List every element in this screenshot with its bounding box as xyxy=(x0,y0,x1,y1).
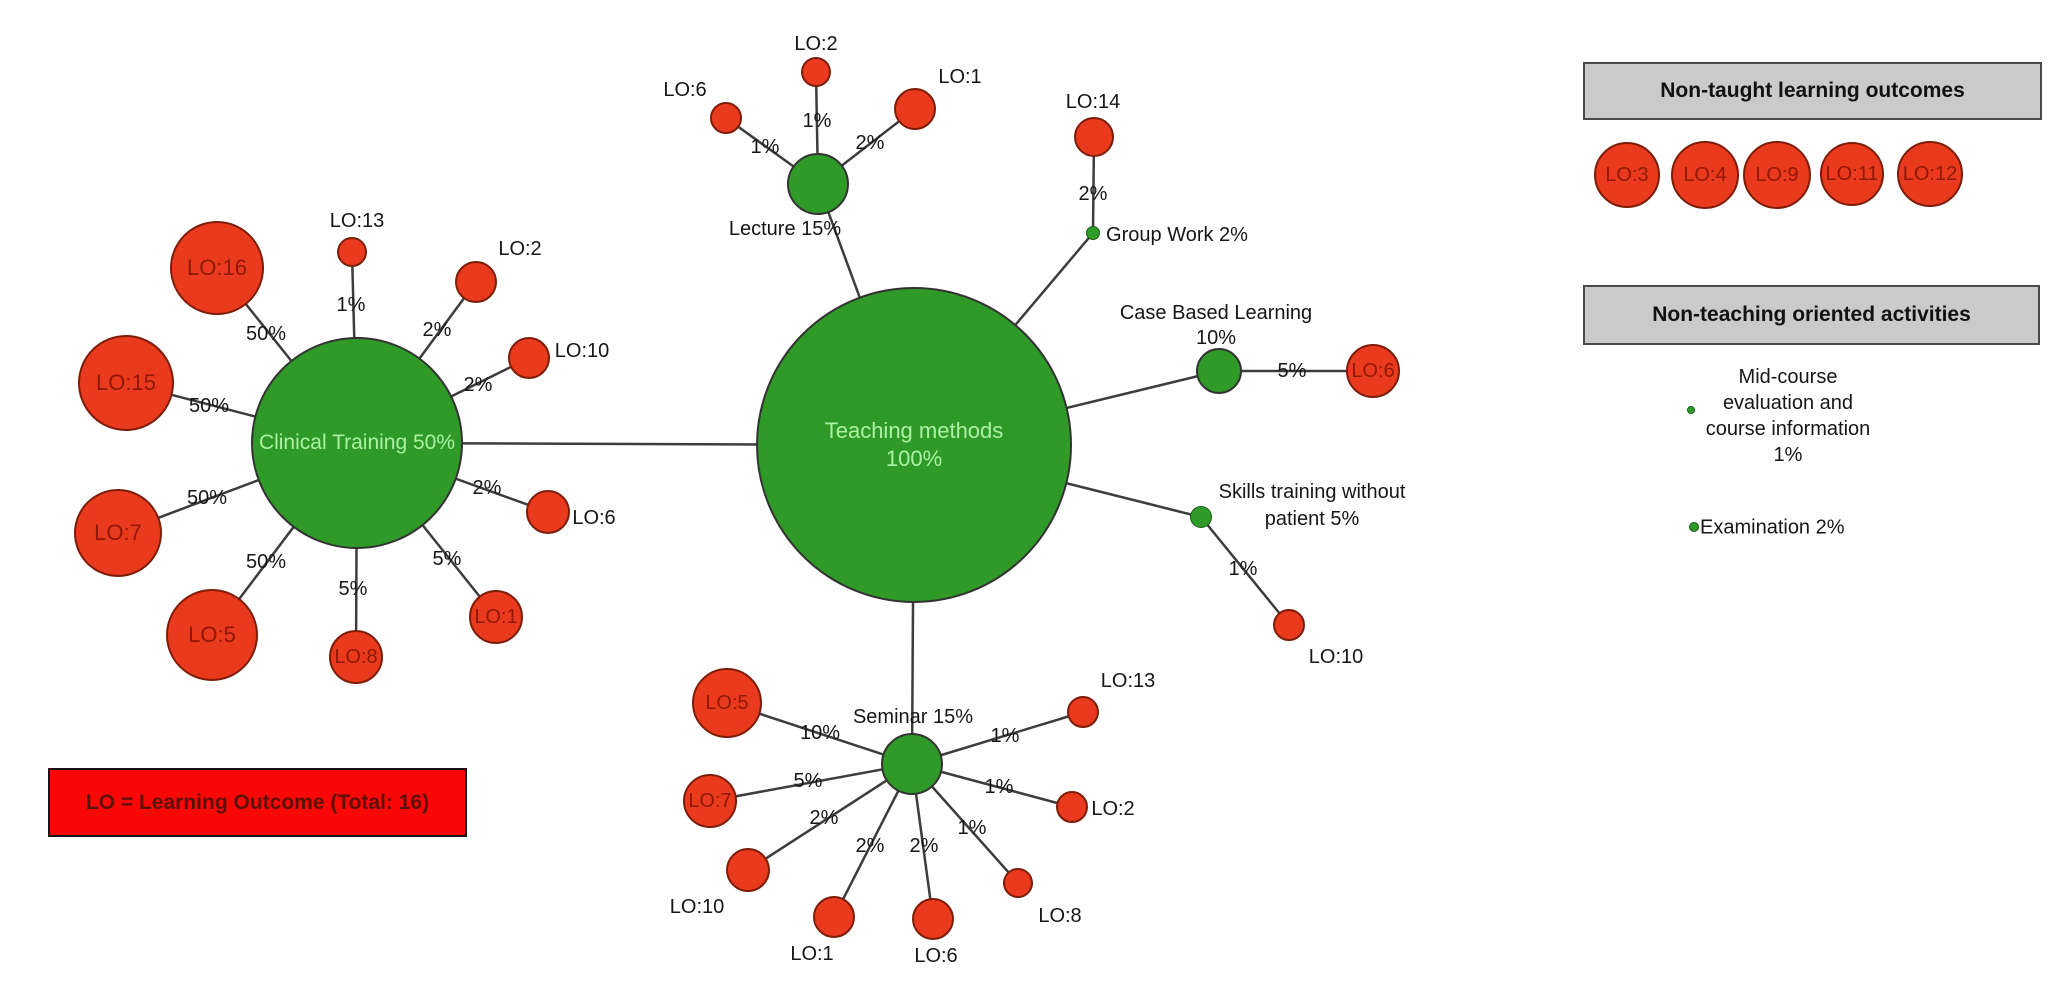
non-taught-lo11: LO:11 xyxy=(1820,142,1884,206)
edge-pct-clinical-lo10: 2% xyxy=(463,374,493,396)
satellite-skills-lo10-label: LO:10 xyxy=(1308,646,1364,668)
node-seminar xyxy=(881,733,943,795)
edge-pct-clinical-lo15: 50% xyxy=(188,395,230,417)
node-skills-label-line2: patient 5% xyxy=(1264,508,1360,530)
edge-pct-lecture-lo6: 1% xyxy=(750,136,780,158)
midcourse-label: Mid-course evaluation and course informa… xyxy=(1705,366,1871,466)
satellite-clinical-lo13 xyxy=(337,237,367,267)
edge-pct-seminar-lo6: 2% xyxy=(909,835,939,857)
satellite-seminar-lo1 xyxy=(813,896,855,938)
edge-pct-clinical-lo7: 50% xyxy=(186,487,228,509)
satellite-lecture-lo2 xyxy=(801,57,831,87)
node-clinical-training-label: Clinical Training 50% xyxy=(258,431,456,454)
satellite-seminar-lo13 xyxy=(1067,696,1099,728)
satellite-lecture-lo6-label: LO:6 xyxy=(663,79,707,101)
edge-pct-seminar-lo8: 1% xyxy=(957,817,987,839)
edge-pct-casebased-lo6: 5% xyxy=(1277,360,1307,382)
satellite-skills-lo10 xyxy=(1273,609,1305,641)
satellite-seminar-lo5: LO:5 xyxy=(692,668,762,738)
satellite-clinical-lo10-label: LO:10 xyxy=(554,340,610,362)
satellite-clinical-lo2 xyxy=(455,261,497,303)
satellite-casebased-lo6: LO:6 xyxy=(1346,344,1400,398)
node-seminar-label: Seminar 15% xyxy=(852,706,974,728)
legend-box: LO = Learning Outcome (Total: 16) xyxy=(48,768,467,837)
satellite-clinical-lo2-label: LO:2 xyxy=(498,238,542,260)
edge-seminar-lo10 xyxy=(747,762,913,872)
non-taught-header: Non-taught learning outcomes xyxy=(1583,62,2042,120)
edge-pct-seminar-lo13: 1% xyxy=(990,725,1020,747)
satellite-groupwork-lo14-label: LO:14 xyxy=(1065,91,1121,113)
non-taught-lo9: LO:9 xyxy=(1743,141,1811,209)
satellite-clinical-lo16: LO:16 xyxy=(170,221,264,315)
satellite-lecture-lo2-label: LO:2 xyxy=(794,33,838,55)
satellite-seminar-lo2 xyxy=(1056,791,1088,823)
edge-pct-groupwork-lo14: 2% xyxy=(1078,183,1108,205)
examination-label: Examination 2% xyxy=(1700,516,1845,539)
satellite-seminar-lo10 xyxy=(726,848,770,892)
non-taught-lo4: LO:4 xyxy=(1671,141,1739,209)
satellite-lecture-lo1 xyxy=(894,88,936,130)
satellite-lecture-lo1-label: LO:1 xyxy=(938,66,982,88)
satellite-seminar-lo13-label: LO:13 xyxy=(1100,670,1156,692)
satellite-seminar-lo8-label: LO:8 xyxy=(1038,905,1082,927)
satellite-seminar-lo7: LO:7 xyxy=(683,774,737,828)
edge-pct-clinical-lo5: 50% xyxy=(245,551,287,573)
edge-pct-lecture-lo1: 2% xyxy=(855,132,885,154)
node-skills-training xyxy=(1190,506,1212,528)
satellite-clinical-lo6 xyxy=(526,490,570,534)
node-lecture xyxy=(787,153,849,215)
node-group-work xyxy=(1086,226,1100,240)
satellite-seminar-lo1-label: LO:1 xyxy=(790,943,834,965)
satellite-seminar-lo2-label: LO:2 xyxy=(1091,798,1135,820)
non-taught-lo12: LO:12 xyxy=(1897,141,1963,207)
node-case-based-learning xyxy=(1196,348,1242,394)
satellite-clinical-lo6-label: LO:6 xyxy=(572,507,616,529)
node-clinical-training: Clinical Training 50% xyxy=(251,337,463,549)
edge-pct-seminar-lo2: 1% xyxy=(984,776,1014,798)
edge-seminar-lo7 xyxy=(709,762,913,803)
midcourse-dot xyxy=(1687,406,1695,414)
satellite-seminar-lo8 xyxy=(1003,868,1033,898)
satellite-clinical-lo8: LO:8 xyxy=(329,630,383,684)
node-case-based-label-line1: Case Based Learning xyxy=(1119,302,1313,324)
edge-pct-seminar-lo5: 10% xyxy=(799,722,841,744)
non-taught-lo3: LO:3 xyxy=(1594,142,1660,208)
edge-pct-lecture-lo2: 1% xyxy=(802,110,832,132)
node-group-work-label: Group Work 2% xyxy=(1106,224,1248,246)
edge-pct-clinical-lo1: 5% xyxy=(432,548,462,570)
edge-pct-clinical-lo6: 2% xyxy=(472,477,502,499)
satellite-clinical-lo13-label: LO:13 xyxy=(329,210,385,232)
edge-skills-lo10 xyxy=(1200,516,1290,626)
examination-dot xyxy=(1689,522,1699,532)
edge-pct-seminar-lo10: 2% xyxy=(809,807,839,829)
satellite-groupwork-lo14 xyxy=(1074,117,1114,157)
edge-pct-clinical-lo16: 50% xyxy=(245,323,287,345)
node-teaching-methods: Teaching methods 100% xyxy=(756,287,1072,603)
edge-pct-seminar-lo7: 5% xyxy=(793,770,823,792)
satellite-seminar-lo6 xyxy=(912,898,954,940)
satellite-clinical-lo7: LO:7 xyxy=(74,489,162,577)
satellite-clinical-lo5: LO:5 xyxy=(166,589,258,681)
edge-pct-clinical-lo13: 1% xyxy=(336,294,366,316)
satellite-clinical-lo15: LO:15 xyxy=(78,335,174,431)
satellite-seminar-lo6-label: LO:6 xyxy=(914,945,958,967)
satellite-clinical-lo10 xyxy=(508,337,550,379)
satellite-clinical-lo1: LO:1 xyxy=(469,590,523,644)
edge-pct-seminar-lo1: 2% xyxy=(855,835,885,857)
node-case-based-label-line2: 10% xyxy=(1195,327,1237,349)
edge-pct-clinical-lo2: 2% xyxy=(422,319,452,341)
edge-pct-clinical-lo8: 5% xyxy=(338,578,368,600)
satellite-seminar-lo10-label: LO:10 xyxy=(669,896,725,918)
node-lecture-label: Lecture 15% xyxy=(728,218,842,240)
node-teaching-methods-label: Teaching methods 100% xyxy=(824,418,1004,471)
node-skills-label-line1: Skills training without xyxy=(1218,481,1406,503)
satellite-lecture-lo6 xyxy=(710,102,742,134)
edge-pct-skills-lo10: 1% xyxy=(1228,558,1258,580)
non-teaching-header: Non-teaching oriented activities xyxy=(1583,285,2040,345)
